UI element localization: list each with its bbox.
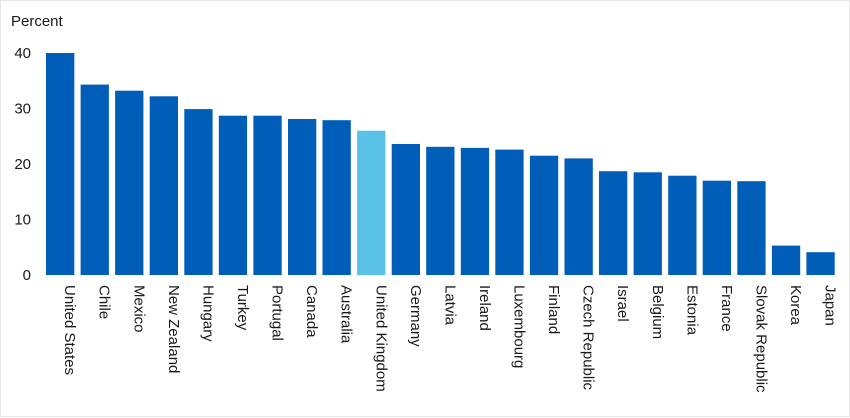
x-tick-label: Japan bbox=[822, 285, 839, 326]
y-tick-label: 10 bbox=[14, 212, 31, 229]
x-tick-label: United Kingdom bbox=[372, 285, 389, 392]
bar bbox=[737, 181, 766, 275]
bar bbox=[529, 155, 559, 275]
x-tick-label: Hungary bbox=[199, 285, 216, 342]
x-tick-label: Latvia bbox=[441, 285, 458, 326]
x-tick-label: Chile bbox=[96, 285, 113, 319]
x-tick-label: Canada bbox=[303, 285, 320, 338]
x-tick-label: Ireland bbox=[476, 285, 493, 331]
bar bbox=[149, 96, 178, 275]
bar bbox=[495, 149, 524, 275]
x-axis-labels: United States Chile Mexico New Zealand Hunga… bbox=[61, 285, 838, 393]
x-tick-label: Portugal bbox=[269, 285, 286, 341]
x-tick-label: France bbox=[718, 285, 735, 332]
bar bbox=[771, 245, 801, 275]
x-tick-label: Germany bbox=[407, 285, 424, 347]
bar bbox=[357, 130, 386, 275]
x-tick-label: Czech Republic bbox=[580, 285, 597, 391]
y-axis-ticks: 0 10 20 30 40 bbox=[14, 45, 31, 284]
x-tick-label: Slovak Republic bbox=[752, 285, 769, 393]
bar bbox=[668, 175, 697, 275]
bar bbox=[460, 147, 490, 275]
x-tick-label: Finland bbox=[545, 285, 562, 334]
bar bbox=[564, 158, 593, 275]
bar bbox=[391, 144, 420, 275]
y-tick-label: 20 bbox=[14, 156, 31, 173]
x-tick-label: Australia bbox=[338, 285, 355, 344]
x-tick-label: Luxembourg bbox=[511, 285, 528, 368]
bar bbox=[633, 172, 662, 275]
x-tick-label: Israel bbox=[614, 285, 631, 322]
bar bbox=[806, 252, 835, 275]
y-unit-label: Percent bbox=[11, 13, 64, 30]
x-tick-label: Korea bbox=[787, 285, 804, 326]
bar bbox=[46, 53, 75, 275]
bar bbox=[288, 119, 317, 275]
bar bbox=[702, 180, 731, 275]
y-tick-label: 30 bbox=[14, 101, 31, 118]
bar bbox=[426, 146, 455, 275]
bar bbox=[184, 109, 213, 275]
y-tick-label: 0 bbox=[23, 267, 31, 284]
x-tick-label: New Zealand bbox=[165, 285, 182, 373]
x-tick-label: Mexico bbox=[130, 285, 147, 333]
bar bbox=[322, 120, 351, 275]
bar bbox=[115, 90, 144, 275]
x-tick-label: Belgium bbox=[649, 285, 666, 339]
x-tick-label: United States bbox=[61, 285, 78, 375]
x-tick-label: Estonia bbox=[683, 285, 700, 336]
y-tick-label: 40 bbox=[14, 45, 31, 62]
bar bbox=[253, 115, 282, 275]
bars bbox=[46, 53, 835, 275]
bar bbox=[80, 84, 109, 275]
x-tick-label: Turkey bbox=[234, 285, 251, 331]
bar bbox=[218, 115, 248, 275]
bar bbox=[599, 171, 628, 275]
